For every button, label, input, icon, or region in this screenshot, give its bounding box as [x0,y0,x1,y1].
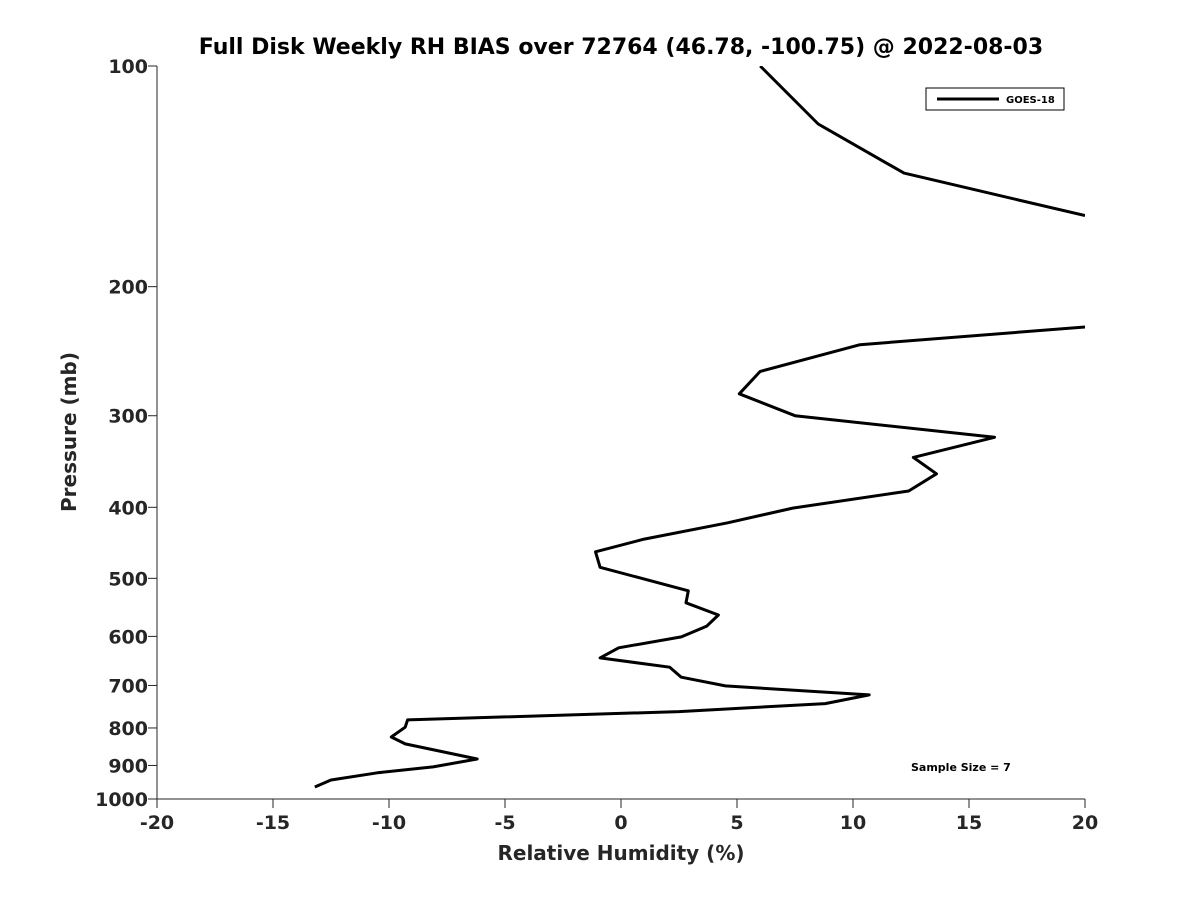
y-axis-label: Pressure (mb) [57,352,81,512]
x-tick-label: -15 [256,812,290,834]
series-line-goes-18 [314,325,1085,789]
y-tick-label: 500 [108,568,148,590]
x-tick-label: -20 [140,812,174,834]
y-tick-label: 300 [108,406,148,428]
x-tick-label: 20 [1072,812,1098,834]
series-line-goes-18 [759,66,1085,218]
x-tick-label: -10 [372,812,406,834]
y-tick-label: 100 [108,56,148,78]
x-tick-label: 0 [614,812,627,834]
y-tick-label: 700 [108,675,148,697]
y-tick-label: 1000 [95,789,148,811]
y-tick-label: 800 [108,718,148,740]
x-axis-label: Relative Humidity (%) [497,841,744,865]
sample-size-annotation: Sample Size = 7 [911,761,1011,774]
chart-title: Full Disk Weekly RH BIAS over 72764 (46.… [199,35,1043,60]
x-tick-label: 5 [730,812,743,834]
x-tick-label: 15 [956,812,982,834]
y-tick-label: 400 [108,497,148,519]
legend: GOES-18 [925,87,1065,111]
series-lines [314,66,1085,789]
x-tick-label: 10 [840,812,866,834]
y-tick-label: 600 [108,626,148,648]
legend-label-goes-18: GOES-18 [1006,95,1055,106]
axes: -20 -15 -10 -5 0 5 10 15 20 100 200 300 400 500 600 700… [95,56,1098,834]
x-tick-label: -5 [494,812,515,834]
y-tick-label: 200 [108,277,148,299]
y-tick-label: 900 [108,755,148,777]
